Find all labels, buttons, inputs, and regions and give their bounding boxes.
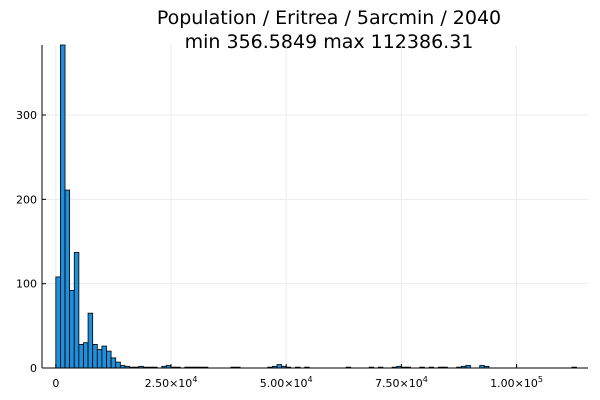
histogram-bar [60, 44, 66, 369]
y-tick-label: 100 [16, 278, 37, 291]
chart-title: Population / Eritrea / 5arcmin / 2040 [157, 7, 501, 29]
histogram-bar [78, 343, 84, 369]
y-tick-label: 0 [30, 362, 37, 375]
tick-labels: 0 2.50×104 5.00×104 7.50×104 1.00×105 0 100 200… [16, 109, 543, 390]
histogram-bar [106, 350, 112, 369]
histogram-bar [96, 349, 103, 369]
axes [41, 45, 588, 369]
histogram-bar [92, 343, 98, 369]
y-tick-label: 200 [16, 193, 37, 206]
histogram-bar [64, 189, 71, 369]
histogram-bars [55, 44, 577, 369]
histogram-bar [101, 345, 107, 369]
x-tick-label: 2.50×104 [145, 375, 198, 390]
histogram-bar [110, 357, 117, 369]
x-tick-label: 7.50×104 [375, 375, 428, 390]
histogram-bar [73, 252, 80, 369]
x-tick-label: 1.00×105 [490, 375, 543, 390]
x-tick-label: 5.00×104 [260, 375, 313, 390]
histogram-bar [115, 361, 121, 369]
histogram-bar [69, 290, 75, 369]
chart-subtitle: min 356.5849 max 112386.31 [185, 31, 474, 53]
histogram-bar [83, 342, 89, 369]
histogram-bar [55, 276, 61, 369]
histogram-bar [87, 312, 94, 369]
grid-lines [42, 45, 588, 369]
histogram-bar [276, 364, 282, 369]
y-tick-label: 300 [16, 109, 37, 122]
x-tick-label: 0 [52, 377, 59, 390]
